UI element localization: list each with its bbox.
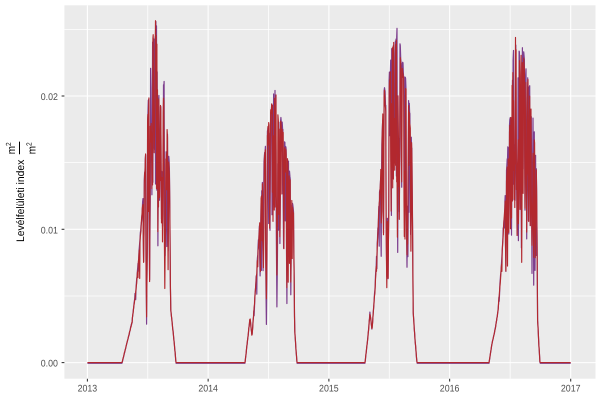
svg-text:0.02: 0.02 bbox=[41, 92, 58, 103]
svg-text:2013: 2013 bbox=[78, 383, 98, 394]
svg-text:2014: 2014 bbox=[198, 383, 218, 394]
svg-text:m2: m2 bbox=[25, 142, 39, 154]
svg-text:Levélfelületi index: Levélfelületi index bbox=[15, 159, 27, 242]
svg-text:m2: m2 bbox=[4, 142, 18, 154]
svg-text:0.00: 0.00 bbox=[41, 359, 58, 370]
svg-text:2015: 2015 bbox=[319, 383, 339, 394]
svg-text:0.01: 0.01 bbox=[41, 225, 58, 236]
svg-text:2017: 2017 bbox=[561, 383, 581, 394]
svg-text:2016: 2016 bbox=[440, 383, 460, 394]
